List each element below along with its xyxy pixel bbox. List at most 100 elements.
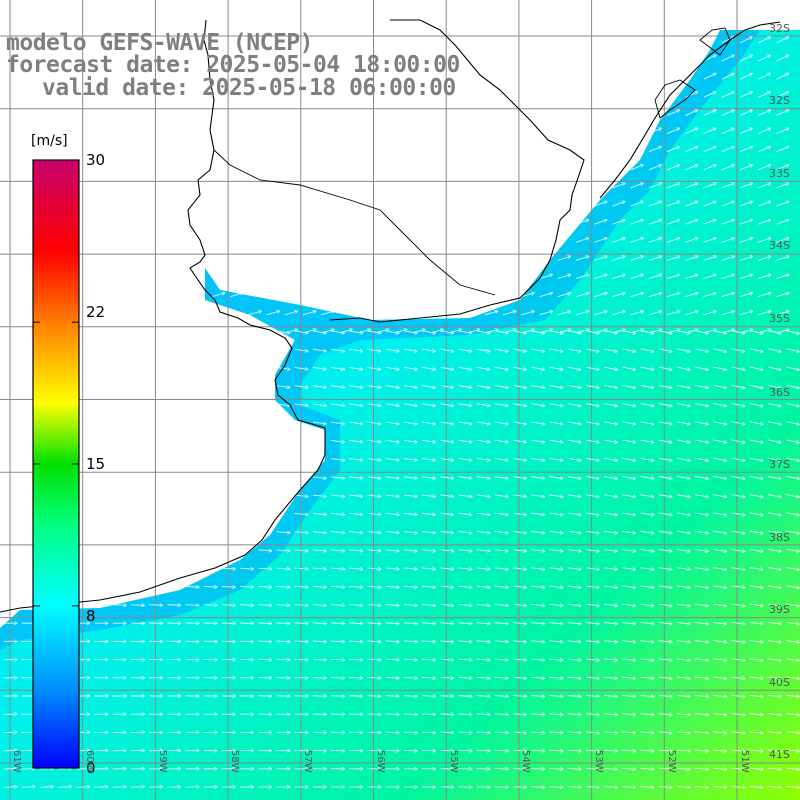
wind-arrow	[604, 439, 617, 442]
wind-arrow	[731, 439, 745, 443]
wind-arrow	[585, 568, 599, 570]
wind-arrow	[767, 695, 781, 696]
wind-arrow	[604, 768, 617, 769]
wind-arrow	[513, 586, 526, 587]
wind-arrow	[221, 623, 235, 624]
wind-arrow	[786, 494, 799, 497]
wind-arrow	[757, 330, 771, 334]
wind-arrow	[786, 732, 799, 733]
wind-arrow	[567, 604, 581, 605]
wind-arrow	[786, 384, 799, 388]
wind-arrow	[685, 275, 697, 279]
wind-arrow	[266, 311, 280, 316]
wind-arrow	[531, 586, 544, 587]
wind-arrow	[557, 311, 571, 316]
wind-arrow	[666, 220, 679, 225]
wind-arrow	[422, 623, 435, 624]
wind-arrow	[713, 530, 726, 533]
wind-arrow	[349, 348, 362, 351]
wind-arrow	[403, 659, 417, 660]
wind-arrow	[648, 147, 661, 153]
wind-arrow	[458, 366, 472, 369]
wind-arrow	[685, 330, 698, 334]
wind-arrow	[612, 256, 624, 261]
wind-arrow	[695, 421, 708, 425]
wind-arrow	[549, 494, 563, 497]
wind-arrow	[403, 641, 417, 642]
wind-arrow	[240, 605, 253, 606]
wind-arrow	[458, 750, 472, 751]
wind-arrow	[767, 677, 781, 679]
wind-arrow	[422, 348, 435, 351]
wind-arrow	[385, 568, 399, 569]
wind-arrow	[458, 677, 472, 678]
wind-arrow	[749, 677, 763, 678]
wind-arrow	[622, 476, 635, 479]
wind-arrow	[258, 623, 271, 624]
wind-arrow	[585, 586, 599, 588]
wind-arrow	[604, 476, 617, 479]
wind-arrow	[721, 55, 734, 62]
wind-arrow	[640, 476, 654, 479]
wind-arrow	[776, 238, 788, 243]
wind-arrow	[440, 677, 453, 678]
wind-arrow	[604, 421, 617, 424]
wind-arrow	[685, 110, 697, 116]
wind-arrow	[630, 183, 643, 189]
wind-arrow	[440, 476, 453, 479]
wind-arrow	[567, 494, 581, 497]
wind-arrow	[513, 732, 526, 733]
wind-arrow	[786, 713, 799, 714]
wind-arrow	[476, 494, 490, 497]
wind-arrow	[658, 366, 672, 370]
wind-arrow	[786, 768, 799, 769]
wind-arrow	[240, 586, 253, 587]
wind-arrow	[284, 330, 298, 334]
wind-arrow	[776, 55, 789, 62]
wind-arrow	[749, 512, 763, 515]
wind-arrow	[476, 403, 490, 406]
wind-arrow	[349, 440, 362, 442]
wind-arrow	[622, 348, 635, 352]
wind-arrow	[567, 457, 581, 460]
wind-arrow	[640, 457, 654, 460]
wind-arrow	[749, 659, 763, 661]
wind-arrow	[640, 384, 654, 388]
wind-arrow	[676, 494, 690, 497]
wind-arrow	[575, 256, 588, 261]
wind-arrow	[713, 494, 726, 497]
wind-arrow	[622, 714, 635, 715]
wind-arrow	[276, 605, 290, 606]
wind-arrow	[767, 567, 781, 570]
wind-arrow	[731, 548, 745, 551]
wind-arrow	[403, 385, 417, 388]
wind-arrow	[713, 787, 726, 788]
wind-arrow	[749, 786, 763, 787]
wind-arrow	[403, 623, 417, 624]
wind-arrow	[676, 677, 690, 678]
wind-arrow	[640, 750, 654, 751]
wind-arrow	[640, 549, 654, 551]
wind-arrow	[640, 421, 654, 424]
wind-arrow	[539, 275, 552, 279]
wind-arrow	[658, 604, 672, 606]
wind-arrow	[685, 311, 698, 316]
wind-arrow	[367, 403, 381, 406]
wind-arrow	[648, 293, 661, 298]
wind-arrow	[385, 495, 399, 496]
wind-arrow	[531, 385, 544, 387]
wind-arrow	[513, 403, 526, 406]
lon-label: 51W	[739, 750, 750, 773]
wind-arrow	[731, 768, 745, 769]
wind-arrow	[240, 623, 253, 624]
wind-arrow	[721, 165, 734, 171]
wind-arrow	[749, 421, 763, 425]
wind-arrow	[604, 714, 617, 715]
wind-arrow	[758, 37, 770, 44]
wind-arrow	[539, 311, 553, 316]
wind-arrow	[703, 92, 716, 98]
wind-arrow	[622, 421, 635, 424]
wind-arrow	[703, 330, 716, 334]
wind-arrow	[713, 348, 726, 352]
wind-arrow	[739, 110, 752, 116]
